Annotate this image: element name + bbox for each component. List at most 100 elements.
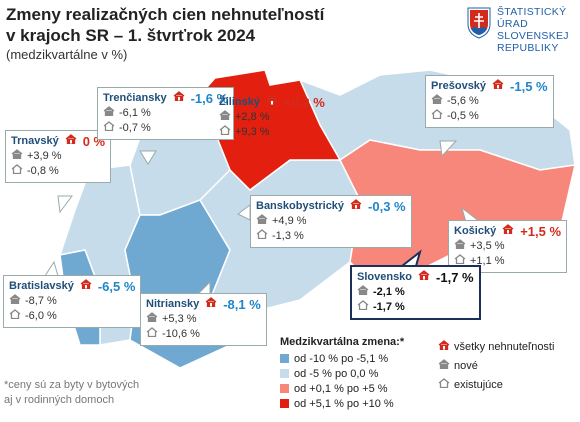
pointer [139,150,157,165]
region-name: Trnavský [11,135,59,147]
region-box: Trnavský 0 % +3,9 % -0,8 % [5,130,112,183]
house [146,312,158,323]
value-line: -8,7 % [9,294,135,309]
value-line: +5,3 % [146,312,261,327]
value-line: -5,6 % [431,94,548,109]
house-icon [431,94,443,109]
region-header: Žilinský +8,2 % [219,95,325,110]
logo-text: ŠTATISTICKÝ ÚRAD SLOVENSKEJ REPUBLIKY [497,6,569,54]
region-header: Banskobystrický -0,3 % [256,199,406,214]
value: +3,5 % [470,240,505,252]
value: -0,7 % [119,122,151,134]
value: +8,2 % [283,95,325,110]
region-box: Košický +1,5 % +3,5 % +1,1 % [448,220,568,273]
house-icon [438,376,450,395]
house [438,359,450,370]
region-name: Trenčiansky [103,92,167,104]
value: -0,5 % [447,110,479,122]
legend-item: od +5,1 % po +10 % [280,397,404,412]
value-line: -1,3 % [256,229,406,244]
footnote-line: aj v rodinných domoch [4,394,115,406]
symbol-label: existujúce [454,379,503,391]
symbol-label: nové [454,360,478,372]
house [418,270,430,281]
house-icon [219,110,231,125]
value-line: +2,8 % [219,110,325,125]
value-line: -2,1 % [357,285,474,300]
value: -0,8 % [27,165,59,177]
value: -1,6 % [190,91,229,106]
pointer [44,260,59,277]
house [146,327,158,338]
legend-item: od +0,1 % po +5 % [280,382,404,397]
house [11,149,23,160]
house [431,109,443,120]
value: -5,6 % [447,95,479,107]
value-line: +9,3 % [219,125,325,140]
value: -0,3 % [368,199,406,214]
house-icon [103,121,115,136]
region-name: Nitriansky [146,298,200,310]
house [65,134,77,145]
value: +1,5 % [520,224,562,239]
value: -6,5 % [97,279,136,294]
value-line: +3,5 % [454,239,561,254]
symbol-legend: všetky nehnuteľnosti nové existujúce [438,338,554,395]
legend-label: od +0,1 % po +5 % [294,383,388,395]
footnote: *ceny sú za byty v bytových aj v rodinný… [4,378,139,408]
region-zilinsky [199,69,342,191]
house [357,300,369,311]
house-icon [502,224,514,239]
value-line: -6,0 % [9,309,135,324]
house-icon [103,106,115,121]
value-line: +4,9 % [256,214,406,229]
value: -1,7 % [373,301,405,313]
house-icon [11,164,23,179]
legend-title: Medzikvartálna zmena:* [280,336,405,348]
region-box: Slovensko -1,7 % -2,1 % -1,7 % [350,265,481,320]
value-line: -0,7 % [103,121,228,136]
house-icon [9,309,21,324]
value: -6,0 % [25,310,57,322]
title-line: v krajoch SR – 1. štvrťrok 2024 [6,26,256,45]
value-line: +1,1 % [454,254,561,269]
title: Zmeny realizačných cien nehnuteľností v k… [6,4,324,46]
house-icon [431,109,443,124]
house-icon [256,214,268,229]
house-icon [146,312,158,327]
house [219,110,231,121]
house [357,285,369,296]
value: +5,3 % [162,313,197,325]
house-icon [11,149,23,164]
legend-item: od -5 % po 0,0 % [280,367,404,382]
region-name: Košický [454,225,497,237]
region-name: Banskobystrický [256,200,345,212]
title-line: Zmeny realizačných cien nehnuteľností [6,5,325,24]
value: -1,5 % [510,79,548,94]
symbol-item: existujúce [438,376,554,395]
value-line: -0,8 % [11,164,105,179]
house-icon [173,91,185,106]
region-box: Banskobystrický -0,3 % +4,9 % -1,3 % [250,195,412,248]
value: +1,1 % [470,255,505,267]
value: -2,1 % [373,286,405,298]
region-header: Bratislavský -6,5 % [9,279,135,294]
region-box: Nitriansky -8,1 % +5,3 % -10,6 % [140,293,267,346]
legend-swatch [280,384,289,393]
region-header: Slovensko -1,7 % [357,270,474,285]
logo-line: ÚRAD [497,18,528,30]
region-box: Bratislavský -6,5 % -8,7 % -6,0 % [3,275,142,328]
house-icon [357,285,369,300]
symbol-label: všetky nehnuteľnosti [454,341,555,353]
house [350,199,362,210]
symbol-item: všetky nehnuteľnosti [438,338,554,357]
region-name: Bratislavský [9,280,74,292]
house [454,254,466,265]
region-header: Nitriansky -8,1 % [146,297,261,312]
legend: Medzikvartálna zmena:* od -10 % po -5,1 … [280,335,404,412]
legend-item: od -10 % po -5,1 % [280,352,404,367]
house [205,297,217,308]
house-icon [65,134,77,149]
house-icon [350,199,362,214]
